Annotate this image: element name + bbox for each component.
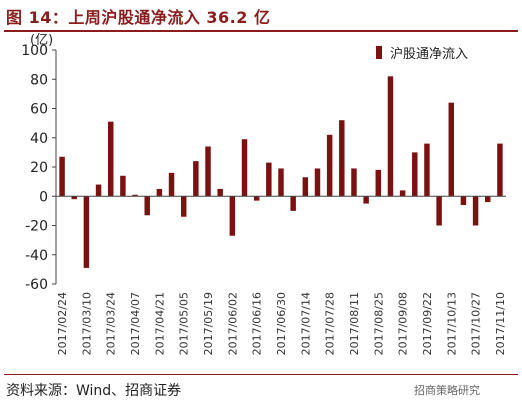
x-tick-label: 2017/02/24 xyxy=(56,292,69,355)
bar xyxy=(314,168,321,197)
bar xyxy=(95,184,102,197)
bar xyxy=(326,134,333,197)
y-tick-label: 100 xyxy=(21,43,48,59)
bar xyxy=(485,196,491,203)
bar xyxy=(229,196,236,236)
x-axis: 2017/02/24 2017/03/10 2017/03/24 2017/04/07… xyxy=(56,292,507,355)
y-tick-label: -20 xyxy=(25,219,48,235)
x-tick-label: 2017/10/27 xyxy=(470,292,483,355)
legend-swatch xyxy=(376,46,382,59)
x-tick-label: 2017/06/30 xyxy=(275,292,288,355)
y-tick-label: 40 xyxy=(30,131,48,147)
x-tick-label: 2017/10/13 xyxy=(445,292,458,355)
bar xyxy=(412,152,418,197)
bar xyxy=(436,196,442,226)
y-tick-label: 20 xyxy=(30,160,48,176)
footer-divider xyxy=(4,374,518,375)
x-tick-label: 2017/07/14 xyxy=(299,292,312,355)
legend: 沪股通净流入 xyxy=(376,46,468,62)
bar xyxy=(424,143,430,197)
y-tick-label: -60 xyxy=(25,277,48,293)
source-note: 资料来源：Wind、招商证券 xyxy=(6,383,182,399)
bar xyxy=(339,120,345,197)
x-tick-label: 2017/06/02 xyxy=(226,292,239,355)
x-tick-label: 2017/09/22 xyxy=(421,292,434,355)
bar xyxy=(351,168,357,197)
bar xyxy=(205,146,211,197)
bar xyxy=(472,196,479,226)
x-tick-label: 2017/03/24 xyxy=(105,292,118,355)
bar xyxy=(83,196,90,268)
bar xyxy=(180,196,187,217)
bar xyxy=(266,162,272,197)
y-tick-label: 0 xyxy=(39,189,48,205)
y-axis-unit-label: (亿) xyxy=(30,33,53,48)
x-tick-label: 2017/07/28 xyxy=(324,292,337,355)
bar xyxy=(107,121,114,197)
bar xyxy=(156,188,163,197)
bar xyxy=(168,172,175,197)
bar xyxy=(363,196,369,204)
bar xyxy=(132,194,138,197)
bar xyxy=(497,143,503,197)
bar xyxy=(217,188,223,197)
bar xyxy=(120,175,126,197)
x-tick-label: 2017/03/10 xyxy=(80,292,93,355)
bar-series xyxy=(56,76,506,268)
bar xyxy=(193,161,199,197)
bar xyxy=(71,196,77,200)
bar xyxy=(387,76,394,197)
bar xyxy=(302,177,309,197)
bar xyxy=(241,139,248,197)
x-tick-label: 2017/06/16 xyxy=(251,292,264,355)
x-tick-label: 2017/08/25 xyxy=(372,292,385,355)
x-tick-label: 2017/04/21 xyxy=(153,292,166,355)
y-tick-label: 80 xyxy=(30,72,48,88)
x-tick-label: 2017/11/10 xyxy=(494,292,507,355)
bar xyxy=(278,168,284,197)
bar xyxy=(399,190,406,197)
chart-title: 图 14：上周沪股通净流入 36.2 亿 xyxy=(6,8,271,27)
title-divider xyxy=(4,30,518,32)
bar xyxy=(59,156,65,197)
x-tick-label: 2017/09/08 xyxy=(397,292,410,355)
legend-label: 沪股通净流入 xyxy=(390,46,468,62)
bar xyxy=(375,169,382,197)
x-tick-label: 2017/05/05 xyxy=(178,292,191,355)
x-tick-label: 2017/04/07 xyxy=(129,292,142,355)
x-tick-label: 2017/05/19 xyxy=(202,292,215,355)
watermark-text: 招商策略研究 xyxy=(414,384,480,397)
bar xyxy=(144,196,150,216)
bar xyxy=(290,196,296,211)
y-tick-label: -40 xyxy=(25,248,48,264)
y-tick-label: 60 xyxy=(30,102,48,118)
bar xyxy=(460,196,467,206)
y-axis: -60 -40 -20 0 20 40 60 80 100 xyxy=(21,43,57,293)
x-tick-label: 2017/08/11 xyxy=(348,292,361,355)
bar xyxy=(448,102,454,197)
bar xyxy=(253,196,260,201)
